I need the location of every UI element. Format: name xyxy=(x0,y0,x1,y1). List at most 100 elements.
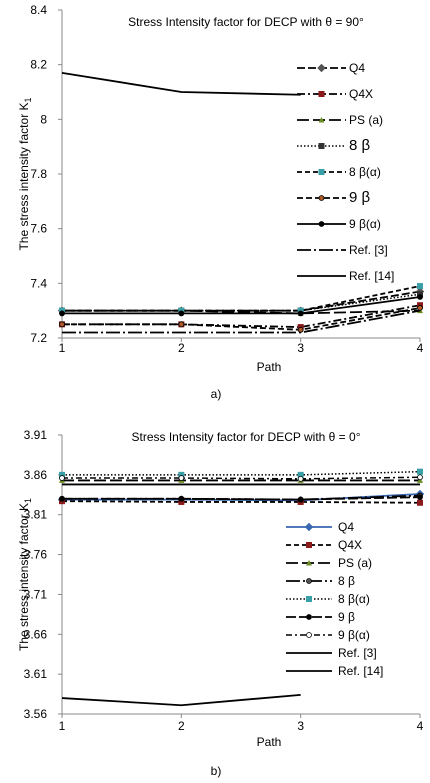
series-ref-14 xyxy=(61,71,301,96)
legend-label: 9 β(α) xyxy=(338,628,370,642)
data-point xyxy=(178,495,185,502)
legend-label: Ref. [14] xyxy=(349,269,394,283)
y-tick-label: 7.4 xyxy=(30,276,47,290)
x-tick-label: 3 xyxy=(297,719,304,733)
x-tick-label: 2 xyxy=(178,719,185,733)
figure-caption: a) xyxy=(211,387,222,401)
legend-marker xyxy=(306,596,312,602)
chart-title: Stress Intensity factor for DECP with θ … xyxy=(128,15,364,29)
y-axis-label: The stress intensity factor K1 xyxy=(17,498,33,651)
data-point xyxy=(297,310,304,317)
series-q4x xyxy=(59,302,423,331)
chart-1: 7.2 7.4 7.6 7.8 8 8.2 8.4 1 2 3 4 Stress Intensity … xyxy=(17,3,425,401)
data-point xyxy=(59,321,65,328)
legend-marker xyxy=(318,117,325,123)
legend-item: Q4 xyxy=(286,520,354,534)
y-tick-label: 3.86 xyxy=(24,468,48,482)
data-point xyxy=(297,496,304,503)
legend-label: Ref. [3] xyxy=(338,646,377,660)
series-9 xyxy=(59,494,423,503)
data-point xyxy=(417,305,423,311)
data-point xyxy=(417,494,423,501)
y-tick-label: 7.2 xyxy=(30,331,47,345)
y-tick-label: 3.66 xyxy=(24,627,48,641)
y-tick-label: 8 xyxy=(40,112,47,126)
data-point xyxy=(297,326,304,333)
legend-label: Q4 xyxy=(349,61,365,75)
legend-label: PS (a) xyxy=(349,113,383,127)
series-ref-3 xyxy=(62,309,421,334)
x-axis-label: Path xyxy=(257,735,282,749)
legend-marker xyxy=(318,195,325,201)
data-point xyxy=(59,475,65,481)
legend-label: 8 β xyxy=(338,574,355,588)
legend-item: Q4 xyxy=(297,61,365,75)
legend-item: Ref. [3] xyxy=(286,646,377,660)
y-tick-label: 7.8 xyxy=(30,167,47,181)
legend-label: Q4X xyxy=(338,538,362,552)
data-point xyxy=(417,468,423,475)
y-tick-label: 8.4 xyxy=(30,3,47,17)
legend-marker xyxy=(318,169,325,175)
y-axis-label: The stress intensity factor K1 xyxy=(17,97,33,250)
series-line xyxy=(62,470,421,476)
legend-marker xyxy=(306,578,312,584)
series-9 xyxy=(59,305,423,333)
series-line xyxy=(62,304,421,328)
legend-item: Ref. [3] xyxy=(297,243,388,257)
series-line xyxy=(62,494,421,501)
data-point xyxy=(59,495,65,502)
y-tick-label: 3.61 xyxy=(24,667,48,681)
legend-label: Ref. [3] xyxy=(349,243,388,257)
legend-item: PS (a) xyxy=(297,113,383,127)
x-tick-label: 1 xyxy=(59,719,66,733)
legend-item: Ref. [14] xyxy=(297,269,394,283)
legend-label: 8 β xyxy=(349,137,371,154)
chart-title: Stress Intensity factor for DECP with θ … xyxy=(131,430,360,444)
series-line xyxy=(62,309,421,334)
data-point xyxy=(297,475,304,482)
data-point xyxy=(417,499,423,506)
data-point xyxy=(178,475,185,481)
data-point xyxy=(178,310,185,317)
series-9 xyxy=(59,474,423,482)
legend-label: Ref. [14] xyxy=(338,664,383,678)
legend-marker xyxy=(318,91,325,97)
y-tick-label: 3.56 xyxy=(24,707,48,721)
y-tick-label: 3.71 xyxy=(24,587,48,601)
x-tick-label: 4 xyxy=(417,719,424,733)
legend-marker xyxy=(306,614,312,620)
legend-label: Q4X xyxy=(349,87,373,101)
y-tick-label: 3.76 xyxy=(24,548,48,562)
series-ref-14 xyxy=(61,693,301,707)
legend-item: PS (a) xyxy=(286,556,372,570)
x-tick-label: 4 xyxy=(417,341,424,355)
series-line xyxy=(62,307,421,331)
series-9 xyxy=(59,294,423,317)
data-point xyxy=(178,321,185,328)
x-tick-label: 3 xyxy=(297,341,304,355)
series-8 xyxy=(59,283,423,314)
data-point xyxy=(417,294,423,300)
x-tick-label: 1 xyxy=(59,341,66,355)
legend-item: 9 β(α) xyxy=(286,628,370,642)
legend-marker xyxy=(306,542,312,548)
series-line xyxy=(61,500,421,504)
x-tick-label: 2 xyxy=(178,341,185,355)
data-point xyxy=(417,474,423,481)
chart-2: 3.56 3.61 3.66 3.71 3.76 3.81 3.86 3.91 1 2 3 4 Stre… xyxy=(17,428,425,778)
legend-item: 9 β xyxy=(286,610,355,624)
legend-label: 9 β(α) xyxy=(349,217,381,231)
legend-marker xyxy=(306,632,312,638)
data-point xyxy=(59,310,65,317)
legend-marker xyxy=(306,560,312,566)
series-line xyxy=(62,476,421,480)
legend-marker xyxy=(304,522,314,532)
legend-label: PS (a) xyxy=(338,556,372,570)
figure-caption: b) xyxy=(211,764,222,778)
series-line xyxy=(62,296,421,315)
y-tick-label: 8.2 xyxy=(30,58,47,72)
legend-label: Q4 xyxy=(338,520,354,534)
legend-item: Ref. [14] xyxy=(286,664,383,678)
